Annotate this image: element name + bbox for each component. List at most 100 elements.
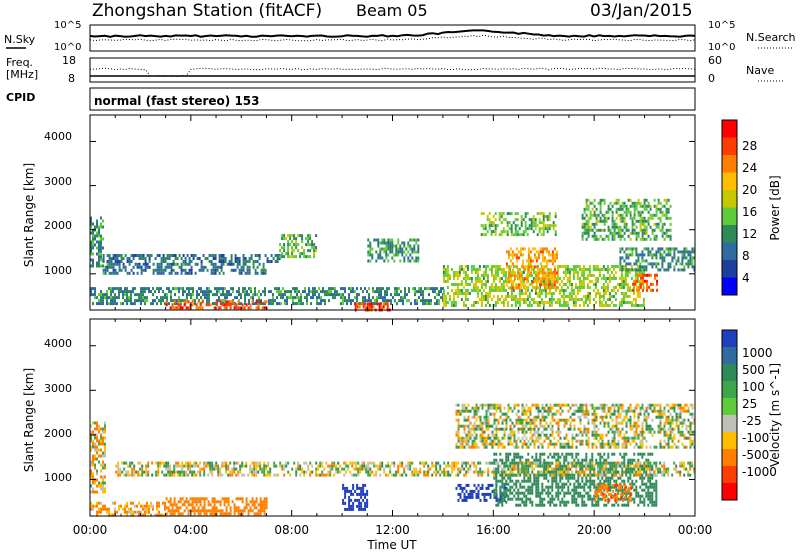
power-cell — [100, 216, 102, 220]
velocity-cell — [487, 492, 490, 496]
power-cell — [572, 265, 575, 268]
power-cell — [655, 207, 658, 211]
power-cell — [533, 256, 536, 260]
power-cell — [538, 295, 541, 298]
velocity-cell — [205, 461, 208, 465]
velocity-cell — [94, 445, 96, 449]
power-cell — [238, 293, 240, 297]
power-cell — [505, 250, 508, 254]
velocity-cell — [581, 479, 584, 483]
velocity-cell — [263, 506, 266, 510]
power-cell — [486, 274, 489, 277]
power-cell — [634, 304, 637, 307]
velocity-cell — [371, 461, 374, 465]
power-cell — [618, 277, 621, 280]
power-cell — [268, 290, 270, 294]
power-cell — [92, 258, 94, 262]
power-cell — [532, 268, 535, 271]
power-cell — [591, 228, 594, 232]
power-cell — [350, 299, 352, 303]
velocity-cell — [146, 504, 148, 508]
power-cell — [512, 265, 515, 268]
power-cell — [368, 296, 370, 300]
power-cell — [286, 299, 288, 303]
power-cell — [258, 290, 260, 294]
velocity-cell — [189, 470, 192, 474]
velocity-cell — [193, 473, 196, 477]
power-cell — [462, 301, 465, 304]
power-cell — [208, 296, 210, 300]
power-cell — [534, 292, 537, 295]
power-cell — [651, 228, 654, 232]
velocity-cell — [527, 476, 530, 480]
power-cell — [590, 274, 593, 277]
velocity-cell — [350, 492, 353, 496]
velocity-cell — [124, 507, 126, 511]
velocity-cell — [247, 503, 250, 507]
power-cell — [114, 268, 117, 272]
power-cell — [667, 234, 670, 238]
power-cell — [326, 293, 328, 297]
power-cell — [470, 304, 473, 307]
power-cell — [401, 247, 404, 251]
power-cell — [655, 222, 658, 226]
velocity-cell — [123, 461, 126, 465]
power-cell — [142, 296, 144, 300]
velocity-cell — [203, 503, 206, 507]
power-cell — [234, 296, 236, 300]
power-cell — [492, 289, 495, 292]
power-cell — [382, 299, 384, 303]
power-cell — [520, 292, 523, 295]
power-cell — [354, 305, 357, 309]
power-cell — [615, 207, 618, 211]
power-cell — [276, 290, 278, 294]
velocity-cell — [581, 476, 584, 480]
power-cell — [643, 222, 646, 226]
velocity-cell — [151, 461, 154, 465]
power-cell — [124, 265, 127, 269]
velocity-cell — [653, 482, 656, 486]
velocity-cell — [283, 473, 286, 477]
power-cell — [254, 260, 257, 263]
power-cell — [146, 299, 148, 303]
velocity-cell — [521, 497, 524, 501]
velocity-cell — [589, 494, 592, 498]
power-colorbar-cell — [722, 277, 737, 295]
power-cell — [403, 250, 406, 254]
power-cell — [606, 298, 609, 301]
power-cell — [623, 216, 626, 220]
power-cell — [593, 225, 596, 229]
velocity-cell — [167, 467, 170, 471]
power-cell — [528, 224, 531, 228]
power-cell — [370, 305, 373, 309]
velocity-cell — [551, 482, 554, 486]
velocity-cell — [321, 461, 324, 465]
velocity-cell — [253, 470, 256, 474]
velocity-cell — [241, 512, 244, 516]
power-cell — [625, 228, 628, 232]
power-cell — [512, 289, 515, 292]
power-cell — [379, 247, 382, 251]
velocity-cell — [98, 424, 100, 428]
power-cell — [519, 253, 522, 257]
velocity-cell — [207, 464, 210, 468]
power-axis-ticks — [89, 115, 696, 310]
power-cell — [636, 295, 639, 298]
velocity-cell — [493, 461, 496, 465]
velocity-cell — [297, 467, 300, 471]
power-cell — [248, 260, 251, 263]
velocity-cell — [185, 506, 188, 510]
power-cell — [665, 231, 668, 235]
power-cell — [482, 224, 485, 228]
velocity-cell — [581, 497, 584, 501]
power-cell — [247, 306, 250, 310]
power-cell — [643, 228, 646, 232]
power-cell — [318, 293, 320, 297]
power-cell — [352, 299, 354, 303]
power-cell — [134, 254, 137, 257]
velocity-cell — [587, 473, 590, 477]
power-cell — [633, 222, 636, 226]
velocity-cell — [158, 501, 160, 505]
velocity-cell — [341, 467, 344, 471]
power-cell — [633, 201, 636, 205]
